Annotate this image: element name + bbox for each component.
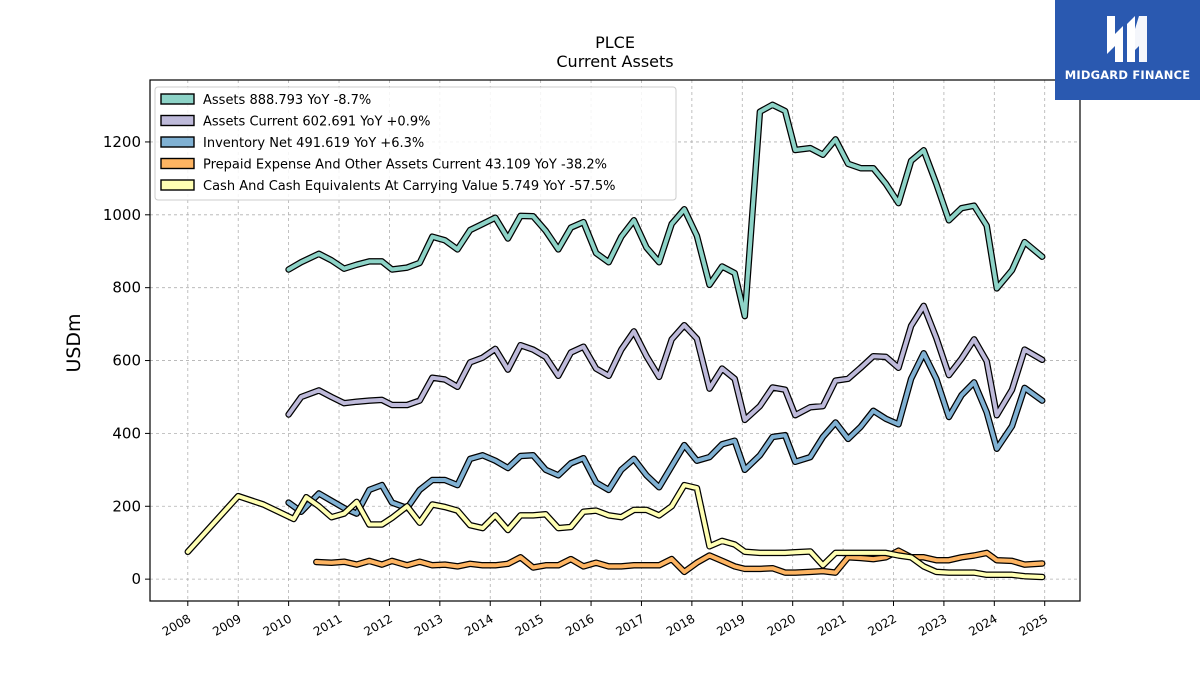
x-tick-label: 2013 bbox=[412, 611, 445, 638]
y-tick-label: 200 bbox=[112, 497, 141, 515]
legend-entry: Inventory Net 491.619 YoY +6.3% bbox=[160, 136, 424, 151]
series-line bbox=[185, 483, 1045, 579]
x-tick-label: 2014 bbox=[462, 611, 495, 638]
legend-swatch bbox=[160, 179, 195, 191]
y-tick-label: 800 bbox=[112, 279, 141, 297]
x-tick-label: 2016 bbox=[563, 611, 596, 638]
plot-area-frame bbox=[149, 79, 1081, 602]
x-tick-label: 2010 bbox=[261, 611, 294, 638]
legend-swatch bbox=[160, 157, 195, 170]
series-line bbox=[286, 102, 1045, 319]
x-tick-label: 2022 bbox=[866, 611, 899, 638]
chart-legend: Assets 888.793 YoY -8.7% Assets Current 6… bbox=[154, 86, 677, 201]
x-tick-label: 2011 bbox=[311, 611, 344, 638]
y-tick-label: 600 bbox=[112, 352, 141, 370]
legend-entry: Prepaid Expense And Other Assets Current… bbox=[160, 157, 607, 173]
legend-label: Assets Current 602.691 YoY +0.9% bbox=[203, 115, 430, 130]
series-line bbox=[286, 303, 1045, 422]
series-1 bbox=[285, 302, 1046, 424]
legend-label: Cash And Cash Equivalents At Carrying Va… bbox=[203, 179, 615, 194]
x-tick-label: 2008 bbox=[160, 611, 193, 638]
x-tick-label: 2021 bbox=[815, 611, 848, 638]
chart-series bbox=[184, 101, 1046, 581]
x-tick-label: 2009 bbox=[210, 611, 243, 638]
legend-box bbox=[154, 86, 677, 201]
x-tick-label: 2015 bbox=[513, 611, 546, 638]
legend-swatch bbox=[160, 114, 195, 127]
x-tick-label: 2018 bbox=[664, 611, 697, 638]
legend-label: Prepaid Expense And Other Assets Current… bbox=[203, 158, 607, 173]
x-tick-label: 2025 bbox=[1017, 611, 1050, 638]
x-tick-label: 2017 bbox=[614, 611, 647, 638]
logo-text: MIDGARD FINANCE bbox=[1064, 68, 1191, 82]
legend-entry: Assets Current 602.691 YoY +0.9% bbox=[160, 114, 430, 130]
series-line bbox=[286, 351, 1045, 516]
legend-entry: Cash And Cash Equivalents At Carrying Va… bbox=[160, 179, 615, 194]
chart-subtitle: Current Assets bbox=[556, 52, 673, 71]
legend-label: Inventory Net 491.619 YoY +6.3% bbox=[203, 136, 424, 151]
y-tick-label: 1200 bbox=[103, 133, 141, 151]
x-tick-label: 2020 bbox=[765, 611, 798, 638]
series-3 bbox=[313, 547, 1046, 576]
legend-swatch bbox=[160, 93, 195, 105]
x-tick-label: 2019 bbox=[714, 611, 747, 638]
x-tick-label: 2012 bbox=[361, 611, 394, 638]
series-0 bbox=[285, 101, 1046, 320]
y-tick-label: 1000 bbox=[103, 206, 141, 224]
series-line bbox=[314, 548, 1045, 575]
x-tick-label: 2024 bbox=[966, 611, 999, 638]
x-tick-label: 2023 bbox=[916, 611, 949, 638]
series-2 bbox=[285, 350, 1046, 517]
midgard-logo: MIDGARD FINANCE bbox=[1055, 0, 1200, 100]
series-line-outline bbox=[285, 350, 1046, 517]
y-tick-label: 400 bbox=[112, 424, 141, 442]
legend-label: Assets 888.793 YoY -8.7% bbox=[203, 93, 371, 108]
midgard-logo-icon bbox=[1107, 16, 1147, 62]
chart-title: PLCE bbox=[595, 33, 635, 52]
y-axis-label: USDm bbox=[63, 313, 85, 372]
legend-swatch bbox=[160, 136, 195, 148]
legend-entry: Assets 888.793 YoY -8.7% bbox=[160, 93, 371, 108]
y-tick-label: 0 bbox=[131, 570, 141, 588]
series-4 bbox=[184, 481, 1046, 581]
